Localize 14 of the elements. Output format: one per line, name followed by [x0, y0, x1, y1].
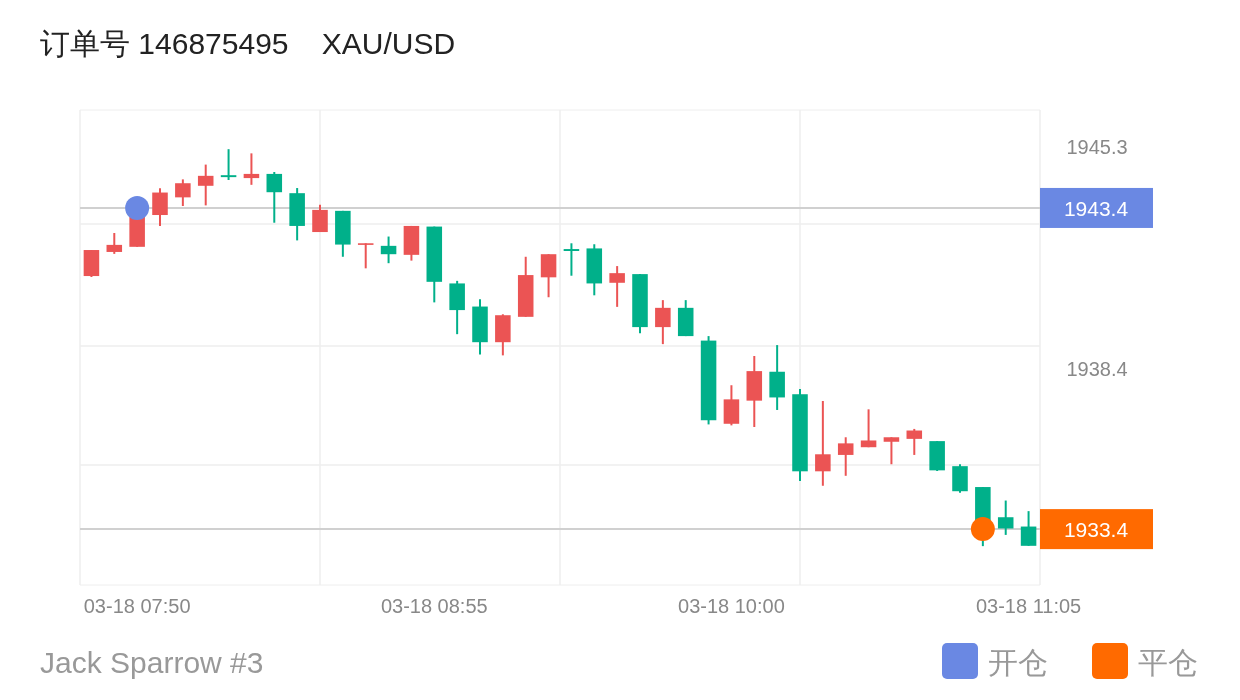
legend-label: 开仓	[988, 646, 1048, 679]
legend-item: 平仓	[1092, 643, 1198, 679]
ytick: 1945.3	[1066, 135, 1128, 158]
ref-line-label: 1933.4	[1063, 518, 1129, 542]
ref-line-label: 1943.4	[1063, 196, 1129, 220]
text: Jack Sparrow #3	[40, 646, 264, 679]
legend-item: 开仓	[942, 643, 1048, 679]
xtick: 03-18 07:50	[83, 595, 191, 617]
legend-label: 平仓	[1138, 646, 1198, 679]
xtick: 03-18 10:00	[678, 595, 785, 617]
chart-title: 订单号 146875495 XAU/USD	[40, 27, 456, 60]
ytick: 1938.4	[1066, 357, 1128, 380]
xtick: 03-18 11:05	[975, 595, 1082, 617]
xtick: 03-18 08:55	[380, 595, 488, 617]
